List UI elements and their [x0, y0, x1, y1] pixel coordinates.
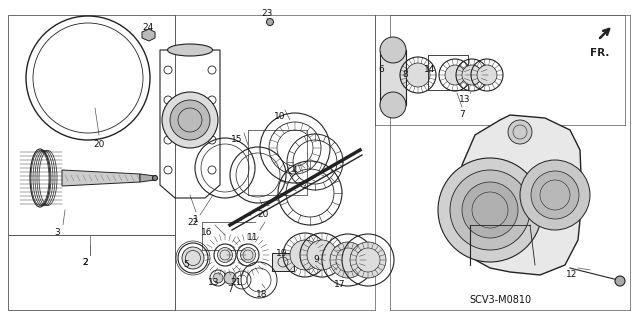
Text: 6: 6: [378, 65, 384, 74]
Text: 1: 1: [193, 215, 199, 224]
Circle shape: [450, 170, 530, 250]
Polygon shape: [140, 174, 155, 182]
Bar: [380, 50, 406, 105]
Circle shape: [290, 240, 320, 270]
Text: 24: 24: [142, 23, 154, 32]
Text: 13: 13: [208, 278, 220, 287]
Text: 13: 13: [460, 95, 471, 104]
Polygon shape: [62, 170, 140, 186]
Text: 19: 19: [276, 249, 288, 258]
Text: 21: 21: [230, 278, 242, 287]
Circle shape: [462, 65, 482, 85]
Text: 18: 18: [256, 290, 268, 299]
Text: 3: 3: [54, 228, 60, 237]
Ellipse shape: [182, 247, 204, 269]
Circle shape: [508, 120, 532, 144]
Circle shape: [380, 37, 406, 63]
Text: 7: 7: [459, 110, 465, 119]
Ellipse shape: [241, 248, 255, 263]
Circle shape: [350, 242, 386, 278]
Polygon shape: [142, 29, 155, 41]
Circle shape: [477, 65, 497, 85]
Text: 22: 22: [188, 218, 198, 227]
Text: 20: 20: [257, 210, 269, 219]
Text: FR.: FR.: [590, 48, 610, 58]
Ellipse shape: [224, 272, 236, 284]
Circle shape: [330, 242, 366, 278]
Ellipse shape: [213, 273, 223, 283]
Circle shape: [380, 92, 406, 118]
Text: 16: 16: [201, 228, 212, 237]
Circle shape: [445, 65, 465, 85]
Circle shape: [520, 160, 590, 230]
Text: 5: 5: [183, 260, 189, 269]
Text: 7: 7: [227, 285, 233, 294]
Ellipse shape: [218, 248, 232, 263]
Circle shape: [615, 276, 625, 286]
Circle shape: [531, 171, 579, 219]
Circle shape: [266, 19, 273, 26]
Text: 15: 15: [231, 135, 243, 144]
Bar: [272, 253, 294, 271]
Ellipse shape: [168, 44, 212, 56]
Text: 17: 17: [334, 280, 346, 289]
Text: 14: 14: [424, 65, 436, 74]
Circle shape: [438, 158, 542, 262]
Text: 23: 23: [261, 9, 273, 18]
Text: 2: 2: [82, 258, 88, 267]
Circle shape: [170, 100, 210, 140]
Text: 8: 8: [402, 70, 408, 79]
Circle shape: [162, 92, 218, 148]
Text: SCV3-M0810: SCV3-M0810: [469, 295, 531, 305]
Text: 4: 4: [291, 166, 297, 175]
Text: 2: 2: [82, 258, 88, 267]
Circle shape: [152, 175, 157, 181]
Circle shape: [307, 240, 337, 270]
Text: 20: 20: [93, 140, 105, 149]
Text: 12: 12: [566, 270, 578, 279]
Circle shape: [406, 63, 430, 87]
Text: 9: 9: [313, 255, 319, 264]
Circle shape: [462, 182, 518, 238]
Bar: [428, 55, 468, 90]
Text: 11: 11: [247, 233, 259, 242]
Polygon shape: [460, 115, 582, 275]
Text: 10: 10: [275, 112, 285, 121]
